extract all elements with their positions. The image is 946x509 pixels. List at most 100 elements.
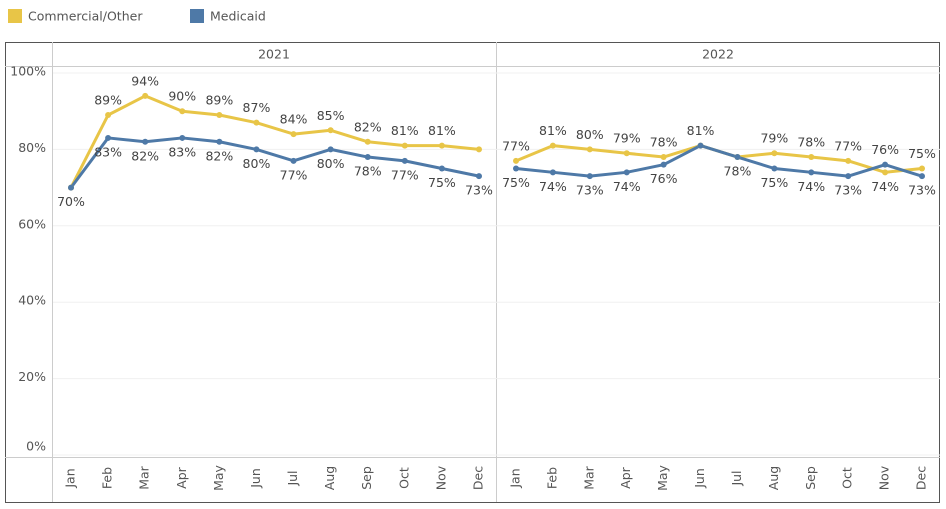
- value-label: 82%: [131, 148, 159, 163]
- series-point: [623, 150, 630, 157]
- value-label: 73%: [908, 183, 936, 198]
- x-tick-label: Dec: [471, 466, 486, 490]
- value-label: 73%: [834, 183, 862, 198]
- x-tick-label: Aug: [766, 466, 781, 490]
- value-label: 85%: [317, 108, 345, 123]
- value-label: 74%: [871, 179, 899, 194]
- panel-title: 2021: [258, 47, 290, 62]
- value-label: 75%: [428, 175, 456, 190]
- series-point: [216, 112, 223, 119]
- value-label: 89%: [205, 93, 233, 108]
- series-point: [142, 138, 149, 145]
- series-point: [438, 142, 445, 149]
- series-point: [845, 157, 852, 164]
- x-tick-label: Nov: [433, 465, 448, 490]
- series-point: [476, 146, 482, 153]
- series-point: [364, 154, 371, 161]
- series-point: [697, 142, 704, 149]
- value-label: 75%: [908, 146, 936, 161]
- legend-label: Commercial/Other: [28, 9, 143, 24]
- series-point: [105, 134, 112, 141]
- series-point: [586, 146, 593, 153]
- x-tick-label: Mar: [581, 465, 596, 489]
- value-label: 73%: [576, 183, 604, 198]
- value-label: 78%: [724, 164, 752, 179]
- series-point: [327, 146, 334, 153]
- value-label: 82%: [354, 119, 382, 134]
- x-tick-label: Apr: [174, 466, 189, 488]
- value-label: 73%: [465, 183, 493, 198]
- y-tick-label: 60%: [18, 216, 46, 231]
- legend-swatch: [190, 9, 204, 23]
- value-label: 77%: [280, 167, 308, 182]
- value-label: 80%: [317, 156, 345, 171]
- series-point: [845, 173, 852, 180]
- value-label: 83%: [94, 144, 122, 159]
- series-point: [771, 165, 778, 172]
- value-label: 78%: [354, 164, 382, 179]
- value-label: 80%: [243, 156, 271, 171]
- series-point: [808, 169, 815, 176]
- series-point: [623, 169, 630, 176]
- x-tick-label: Sep: [359, 466, 374, 490]
- value-label: 79%: [760, 131, 788, 146]
- value-label: 87%: [243, 100, 271, 115]
- value-label: 90%: [168, 89, 196, 104]
- value-label: 74%: [539, 179, 567, 194]
- series-point: [549, 142, 556, 149]
- series-point: [105, 112, 112, 119]
- value-label: 82%: [205, 148, 233, 163]
- y-tick-label: 100%: [10, 64, 46, 79]
- series-point: [660, 161, 667, 168]
- x-tick-label: Jul: [285, 470, 300, 486]
- value-label: 74%: [797, 179, 825, 194]
- value-label: 81%: [539, 123, 567, 138]
- value-label: 81%: [687, 123, 715, 138]
- series-point: [438, 165, 445, 172]
- x-tick-label: Mar: [137, 465, 152, 489]
- x-tick-label: Oct: [396, 467, 411, 489]
- value-label: 84%: [280, 112, 308, 127]
- value-label: 77%: [834, 138, 862, 153]
- series-line: [69, 136, 480, 189]
- series-point: [919, 165, 925, 172]
- value-label: 81%: [428, 123, 456, 138]
- value-label: 89%: [94, 93, 122, 108]
- series-point: [68, 184, 74, 191]
- x-tick-label: Jan: [508, 468, 523, 488]
- series-point: [586, 173, 593, 180]
- value-label: 79%: [613, 131, 641, 146]
- value-label: 94%: [131, 73, 159, 88]
- series-point: [179, 108, 186, 115]
- value-label: 80%: [576, 127, 604, 142]
- x-tick-label: May: [655, 464, 670, 490]
- panel-title: 2022: [702, 47, 734, 62]
- value-label: 70%: [57, 194, 85, 209]
- series-point: [513, 165, 519, 172]
- series-point: [216, 138, 223, 145]
- series-point: [549, 169, 556, 176]
- value-label: 75%: [502, 175, 530, 190]
- series-point: [771, 150, 778, 157]
- x-tick-label: Feb: [100, 467, 115, 489]
- value-label: 81%: [391, 123, 419, 138]
- series-point: [290, 157, 297, 164]
- value-label: 75%: [760, 175, 788, 190]
- x-tick-label: Jun: [248, 468, 263, 489]
- series-point: [660, 154, 667, 161]
- series-point: [327, 127, 334, 134]
- x-tick-label: Jun: [692, 468, 707, 489]
- x-tick-label: Sep: [803, 466, 818, 490]
- legend-label: Medicaid: [210, 9, 266, 24]
- x-tick-label: Dec: [914, 466, 929, 490]
- x-tick-label: Feb: [544, 467, 559, 489]
- legend-swatch: [8, 9, 22, 23]
- frame: [5, 42, 940, 503]
- series-line: [69, 94, 480, 189]
- x-tick-label: Nov: [877, 465, 892, 490]
- value-label: 78%: [797, 135, 825, 150]
- value-label: 76%: [650, 171, 678, 186]
- series-point: [364, 138, 371, 145]
